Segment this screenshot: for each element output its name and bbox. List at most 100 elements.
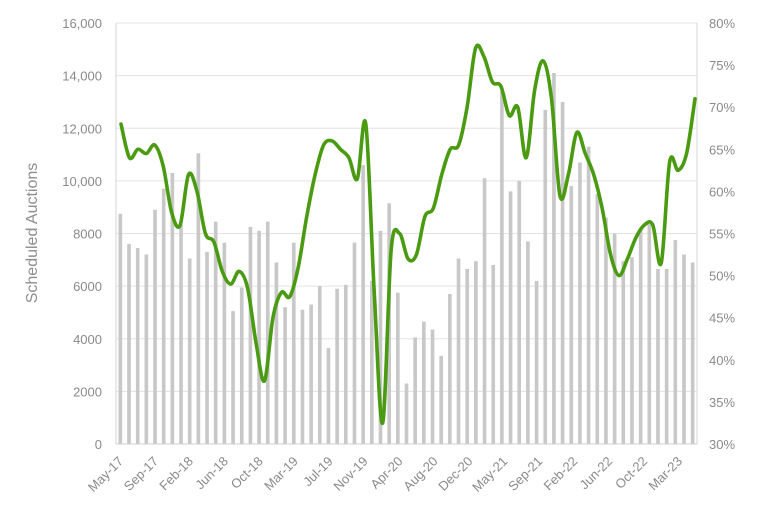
x-tick-label: Apr-20 — [367, 454, 405, 492]
bar — [664, 269, 669, 444]
bar — [560, 101, 565, 444]
bar — [222, 242, 227, 444]
bar — [604, 217, 608, 444]
bar — [196, 153, 201, 444]
y2-tick-label: 35% — [709, 395, 735, 410]
y2-tick-label: 70% — [709, 100, 735, 115]
bar — [456, 258, 461, 444]
bar — [378, 230, 383, 444]
y2-tick-label: 60% — [709, 184, 735, 199]
y-tick-label: 12,000 — [62, 121, 102, 136]
bar — [144, 254, 149, 444]
x-tick-label: Feb-22 — [541, 454, 581, 494]
x-tick-label: Oct-22 — [612, 454, 650, 492]
bar — [265, 221, 270, 444]
bar — [413, 337, 417, 444]
y-tick-label: 8000 — [73, 227, 102, 242]
bar — [369, 280, 374, 444]
bar — [673, 240, 678, 444]
bar — [621, 261, 626, 444]
bar — [638, 229, 643, 444]
bar — [343, 284, 348, 444]
x-tick-label: May-21 — [469, 454, 510, 495]
x-tick-label: May-17 — [85, 454, 126, 495]
bar — [257, 230, 261, 444]
x-tick-label: Jun-22 — [577, 454, 616, 493]
x-tick-label: Mar-23 — [645, 454, 685, 494]
bar — [309, 304, 313, 444]
x-tick-label: Sep-17 — [121, 454, 161, 494]
y2-tick-label: 45% — [709, 311, 735, 326]
bar — [647, 222, 652, 444]
y2-tick-label: 30% — [709, 437, 735, 452]
bar — [448, 294, 452, 444]
bar — [170, 172, 175, 445]
bar — [465, 269, 470, 444]
bar — [300, 309, 305, 444]
bar — [517, 180, 522, 445]
bar — [239, 287, 244, 444]
bar — [482, 178, 487, 445]
tick-labels: 0 2000 4000 6000 8000 10,000 12,000 14,000 16,00… — [62, 16, 735, 495]
bar — [630, 257, 634, 444]
bar — [205, 251, 209, 444]
bar — [682, 254, 686, 444]
bar — [491, 265, 496, 444]
bar — [248, 226, 253, 444]
bar — [161, 188, 166, 444]
bar — [317, 286, 322, 445]
bar — [396, 292, 400, 444]
bar — [153, 209, 157, 444]
gridlines — [116, 22, 697, 392]
y2-tick-label: 80% — [709, 16, 735, 31]
bar — [361, 165, 365, 444]
x-tick-label: Feb-18 — [156, 454, 196, 494]
bar — [335, 288, 339, 444]
x-tick-label: Nov-19 — [330, 454, 370, 494]
bar — [326, 347, 331, 444]
bar — [283, 307, 287, 444]
success-rate-line — [119, 43, 697, 425]
bar — [439, 355, 444, 444]
bar — [179, 224, 183, 444]
y-tick-label: 16,000 — [62, 16, 102, 31]
line-series — [119, 43, 697, 425]
bar — [127, 244, 131, 444]
bar — [231, 311, 235, 444]
y2-tick-label: 55% — [709, 227, 735, 242]
bar — [526, 241, 530, 444]
bar — [690, 262, 695, 444]
x-tick-label: Oct-18 — [228, 454, 266, 492]
axes — [115, 23, 698, 445]
bar — [612, 233, 617, 444]
bar — [187, 258, 192, 444]
x-tick-label: Mar-19 — [261, 454, 301, 494]
x-tick-label: Dec-20 — [435, 454, 475, 494]
bar — [543, 109, 548, 444]
y2-tick-label: 50% — [709, 269, 735, 284]
bar — [595, 194, 600, 444]
y-tick-label: 10,000 — [62, 174, 102, 189]
bar — [404, 383, 409, 444]
bar — [500, 91, 504, 444]
y-tick-label: 6000 — [73, 279, 102, 294]
bar — [118, 213, 123, 444]
bar-series — [118, 72, 695, 445]
bar — [430, 329, 435, 444]
bar — [352, 242, 357, 444]
y-tick-label: 14,000 — [62, 69, 102, 84]
y-tick-label: 0 — [95, 437, 102, 452]
bar — [135, 247, 140, 444]
bar — [569, 186, 574, 444]
bar — [656, 269, 660, 444]
bar — [474, 261, 478, 444]
bar — [578, 162, 582, 444]
bar — [552, 72, 556, 445]
x-tick-label: Jun-18 — [192, 454, 231, 493]
x-tick-label: Aug-20 — [400, 454, 440, 494]
bar — [291, 242, 296, 444]
y-tick-label: 2000 — [73, 384, 102, 399]
bar — [422, 321, 426, 444]
